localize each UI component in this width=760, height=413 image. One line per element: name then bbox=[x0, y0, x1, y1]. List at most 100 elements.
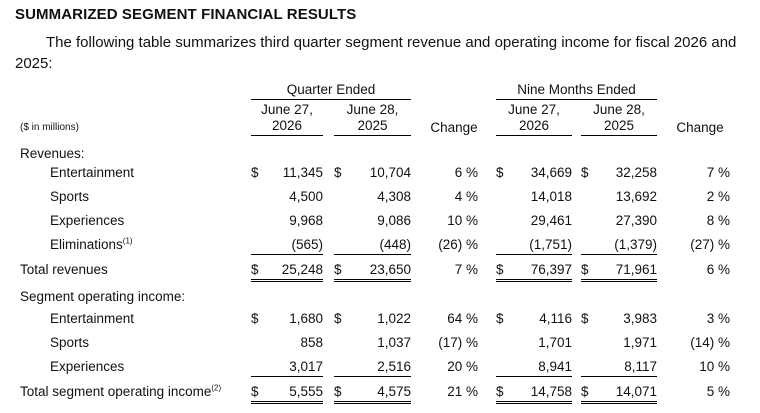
revenue-row-1-label: Sports bbox=[50, 189, 90, 204]
revenue-row-1-q26-value: 4,500 bbox=[289, 189, 323, 204]
revenue-row-2-q25-cell: 9,086 bbox=[334, 213, 411, 230]
soi-row-0-label: Entertainment bbox=[50, 311, 135, 326]
currency-symbol: $ bbox=[251, 165, 259, 180]
revenue-row-0-n26-value: 34,669 bbox=[530, 165, 572, 180]
currency-symbol: $ bbox=[496, 165, 504, 180]
revenue-row-2-nchg-cell: 8 % bbox=[664, 213, 730, 230]
revenue-row-3-nchg-value: (27) % bbox=[690, 237, 730, 252]
revenue-row-3-n26-value: (1,751) bbox=[529, 237, 572, 252]
revenue-row-3-q26-value: (565) bbox=[291, 237, 323, 252]
soi-row-1-n25-value: 1,971 bbox=[623, 335, 657, 350]
soi-row-2-q25-value: 2,516 bbox=[377, 359, 411, 374]
total-revenues-row-qchg-value: 7 % bbox=[454, 262, 478, 277]
soi-row-1-q25-cell: 1,037 bbox=[334, 335, 411, 352]
total-revenues-row-label: Total revenues bbox=[20, 262, 108, 277]
revenue-row-2-nchg-value: 8 % bbox=[706, 213, 730, 228]
soi-section-label: Segment operating income: bbox=[20, 289, 186, 304]
total-revenues-row-qchg-cell: 7 % bbox=[418, 262, 478, 279]
currency-symbol: $ bbox=[334, 311, 342, 326]
soi-row-2-n26-cell: 8,941 bbox=[496, 359, 572, 377]
intro-paragraph: The following table summarizes third qua… bbox=[15, 34, 737, 72]
soi-row-1-n26-cell: 1,701 bbox=[496, 335, 572, 352]
currency-symbol: $ bbox=[581, 384, 589, 399]
col-header-q-2026: June 27, 2026 bbox=[251, 102, 323, 136]
soi-row-2-label: Experiences bbox=[50, 359, 125, 374]
soi-row-1-q26-value: 858 bbox=[300, 335, 323, 350]
col-header-n-2025: June 28, 2025 bbox=[581, 102, 657, 136]
soi-row-2-qchg-value: 20 % bbox=[447, 359, 478, 374]
total-revenues-row-n25-cell: $71,961 bbox=[581, 262, 657, 282]
revenue-row-3-n25-cell: (1,379) bbox=[581, 237, 657, 255]
revenues-section-label: Revenues: bbox=[20, 146, 85, 161]
soi-row-2-q26-value: 3,017 bbox=[289, 359, 323, 374]
soi-row-0-n25-value: 3,983 bbox=[623, 311, 657, 326]
revenue-row-2-label: Experiences bbox=[50, 213, 125, 228]
currency-symbol: $ bbox=[496, 384, 504, 399]
footnote-marker: (2) bbox=[211, 383, 222, 393]
currency-symbol: $ bbox=[334, 384, 342, 399]
revenue-row-2-qchg-value: 10 % bbox=[447, 213, 478, 228]
revenue-row-3-qchg-value: (26) % bbox=[438, 237, 478, 252]
revenue-row-1-q26-cell: 4,500 bbox=[251, 189, 323, 206]
soi-row-2-n26-value: 8,941 bbox=[538, 359, 572, 374]
currency-symbol: $ bbox=[251, 262, 259, 277]
total-soi-row-n26-cell: $14,758 bbox=[496, 384, 572, 404]
soi-row-0-q25-cell: $1,022 bbox=[334, 311, 411, 328]
soi-row-2-q25-cell: 2,516 bbox=[334, 359, 411, 377]
soi-row-0-nchg-value: 3 % bbox=[706, 311, 730, 326]
currency-symbol: $ bbox=[581, 262, 589, 277]
total-revenues-row-n26-value: 76,397 bbox=[530, 262, 572, 277]
revenue-row-0-q25-value: 10,704 bbox=[369, 165, 411, 180]
revenue-row-1-n25-value: 13,692 bbox=[615, 189, 657, 204]
revenue-row-2-n26-value: 29,461 bbox=[530, 213, 572, 228]
revenue-row-0-qchg-value: 6 % bbox=[454, 165, 478, 180]
total-soi-row-qchg-cell: 21 % bbox=[418, 384, 478, 401]
revenue-row-0-n26-cell: $34,669 bbox=[496, 165, 572, 182]
revenue-row-1-nchg-cell: 2 % bbox=[664, 189, 730, 206]
revenue-row-3-qchg-cell: (26) % bbox=[418, 237, 478, 254]
currency-symbol: $ bbox=[581, 165, 589, 180]
total-soi-row-nchg-value: 5 % bbox=[706, 384, 730, 399]
revenue-row-3-label: Eliminations(1) bbox=[50, 236, 133, 252]
revenue-row-1-n25-cell: 13,692 bbox=[581, 189, 657, 206]
revenue-row-3-q26-cell: (565) bbox=[251, 237, 323, 255]
col-header-q-2025: June 28, 2025 bbox=[334, 102, 411, 136]
revenue-row-3-n26-cell: (1,751) bbox=[496, 237, 572, 255]
soi-row-2-n25-value: 8,117 bbox=[624, 359, 657, 374]
revenue-row-3-q25-cell: (448) bbox=[334, 237, 411, 255]
soi-row-0-qchg-value: 64 % bbox=[447, 311, 478, 326]
group-header-quarter: Quarter Ended bbox=[251, 82, 411, 100]
revenue-row-0-n25-value: 32,258 bbox=[615, 165, 657, 180]
total-revenues-row-n25-value: 71,961 bbox=[615, 262, 657, 277]
revenue-row-0-label: Entertainment bbox=[50, 165, 135, 180]
revenue-row-0-q26-cell: $11,345 bbox=[251, 165, 323, 182]
currency-symbol: $ bbox=[251, 384, 259, 399]
soi-row-0-q26-value: 1,680 bbox=[289, 311, 323, 326]
total-revenues-row-q25-value: 23,650 bbox=[369, 262, 411, 277]
soi-row-1-n26-value: 1,701 bbox=[538, 335, 572, 350]
revenue-row-2-qchg-cell: 10 % bbox=[418, 213, 478, 230]
soi-row-1-nchg-value: (14) % bbox=[690, 335, 730, 350]
total-revenues-row-nchg-cell: 6 % bbox=[664, 262, 730, 279]
soi-row-1-qchg-cell: (17) % bbox=[418, 335, 478, 352]
total-revenues-row-n26-cell: $76,397 bbox=[496, 262, 572, 282]
revenue-row-1-qchg-value: 4 % bbox=[454, 189, 478, 204]
revenue-row-1-q25-value: 4,308 bbox=[377, 189, 411, 204]
currency-symbol: $ bbox=[251, 311, 259, 326]
revenue-row-2-q25-value: 9,086 bbox=[377, 213, 411, 228]
soi-row-1-nchg-cell: (14) % bbox=[664, 335, 730, 352]
soi-row-0-qchg-cell: 64 % bbox=[418, 311, 478, 328]
units-label: ($ in millions) bbox=[20, 122, 79, 133]
revenue-row-0-nchg-cell: 7 % bbox=[664, 165, 730, 182]
currency-symbol: $ bbox=[334, 262, 342, 277]
currency-symbol: $ bbox=[496, 311, 504, 326]
col-header-n-2026: June 27, 2026 bbox=[496, 102, 572, 136]
total-soi-row-n25-value: 14,071 bbox=[615, 384, 657, 399]
total-revenues-row-q26-value: 25,248 bbox=[281, 262, 323, 277]
revenue-row-1-q25-cell: 4,308 bbox=[334, 189, 411, 206]
soi-row-1-label: Sports bbox=[50, 335, 90, 350]
total-soi-row-qchg-value: 21 % bbox=[447, 384, 478, 399]
soi-row-0-nchg-cell: 3 % bbox=[664, 311, 730, 328]
revenue-row-2-n25-value: 27,390 bbox=[615, 213, 657, 228]
currency-symbol: $ bbox=[581, 311, 589, 326]
